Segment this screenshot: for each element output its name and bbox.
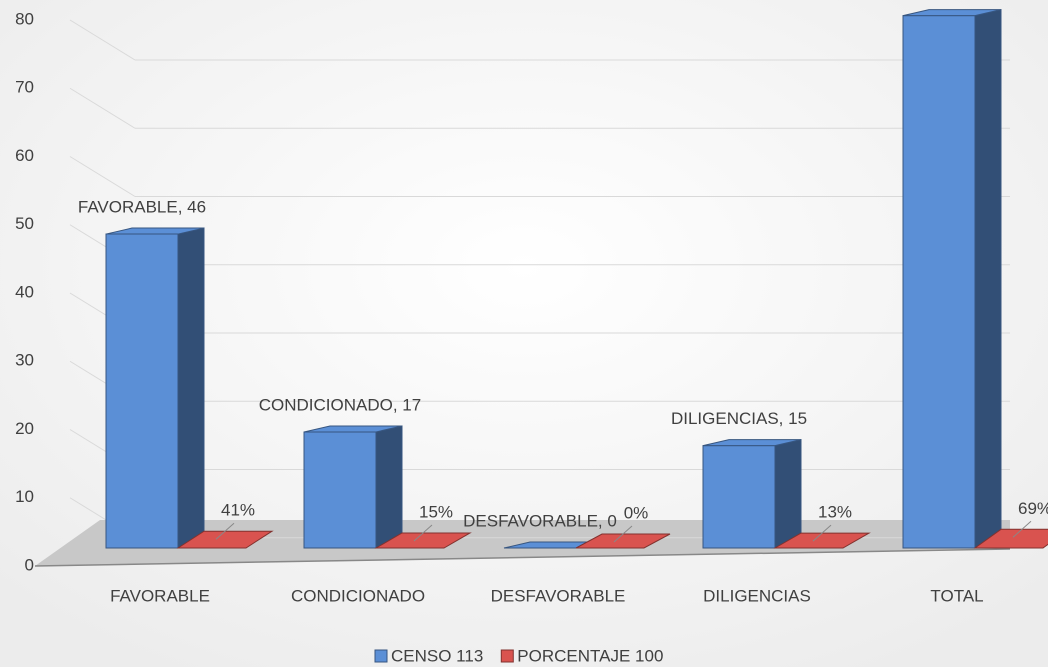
bar-front — [105, 233, 179, 549]
bar — [575, 533, 671, 549]
y-tick-label: 20 — [15, 419, 34, 438]
data-label: 13% — [818, 503, 852, 522]
x-tick-label: TOTAL — [930, 586, 983, 605]
y-tick-label: 40 — [15, 282, 34, 301]
y-tick-label: 30 — [15, 351, 34, 370]
x-tick-label: FAVORABLE — [110, 586, 210, 605]
legend-label: CENSO 113 — [391, 646, 483, 665]
leader-line — [1012, 520, 1032, 538]
y-tick-label: 0 — [25, 555, 34, 574]
data-label: 69% — [1018, 499, 1048, 518]
leader-line — [215, 522, 235, 540]
bar — [176, 530, 274, 549]
y-tick-label: 80 — [15, 9, 34, 28]
grid-line — [69, 87, 136, 129]
bar-front — [303, 431, 377, 549]
bar-side — [974, 9, 1002, 549]
leader-line — [413, 524, 433, 542]
bar-top — [902, 9, 1002, 17]
data-label: FAVORABLE, 46 — [78, 198, 206, 217]
x-tick-label: DESFAVORABLE — [491, 586, 626, 605]
leader-line — [613, 525, 633, 543]
y-tick-label: 60 — [15, 146, 34, 165]
legend-swatch — [500, 649, 514, 663]
bar-top — [105, 227, 205, 235]
x-tick-label: DILIGENCIAS — [703, 586, 811, 605]
bar — [702, 438, 802, 549]
bar-front — [902, 15, 976, 549]
data-label: 15% — [419, 502, 453, 521]
bar — [374, 532, 472, 549]
bar-top — [702, 439, 802, 447]
bar-side — [375, 425, 403, 549]
bar-top — [303, 425, 403, 433]
data-label: DILIGENCIAS, 15 — [671, 409, 807, 428]
bar — [773, 532, 871, 549]
bar — [105, 227, 205, 549]
grid-line — [69, 19, 136, 61]
legend-label: PORCENTAJE 100 — [517, 646, 663, 665]
bar-side — [774, 438, 802, 549]
data-label: 41% — [221, 501, 255, 520]
x-tick-label: CONDICIONADO — [291, 586, 425, 605]
bar — [303, 425, 403, 549]
bar — [973, 528, 1048, 549]
bar-front — [702, 445, 776, 549]
bar-side — [177, 227, 205, 549]
grid-line — [69, 156, 136, 197]
data-label: CONDICIONADO, 17 — [259, 395, 421, 414]
data-label: 0% — [624, 503, 649, 522]
bar — [902, 9, 1002, 549]
data-label: DESFAVORABLE, 0 — [463, 511, 617, 530]
y-tick-label: 70 — [15, 78, 34, 97]
x-axis — [34, 548, 1011, 567]
y-tick-label: 10 — [15, 487, 34, 506]
leader-line — [812, 524, 832, 542]
y-tick-label: 50 — [15, 214, 34, 233]
legend-swatch — [374, 649, 388, 663]
